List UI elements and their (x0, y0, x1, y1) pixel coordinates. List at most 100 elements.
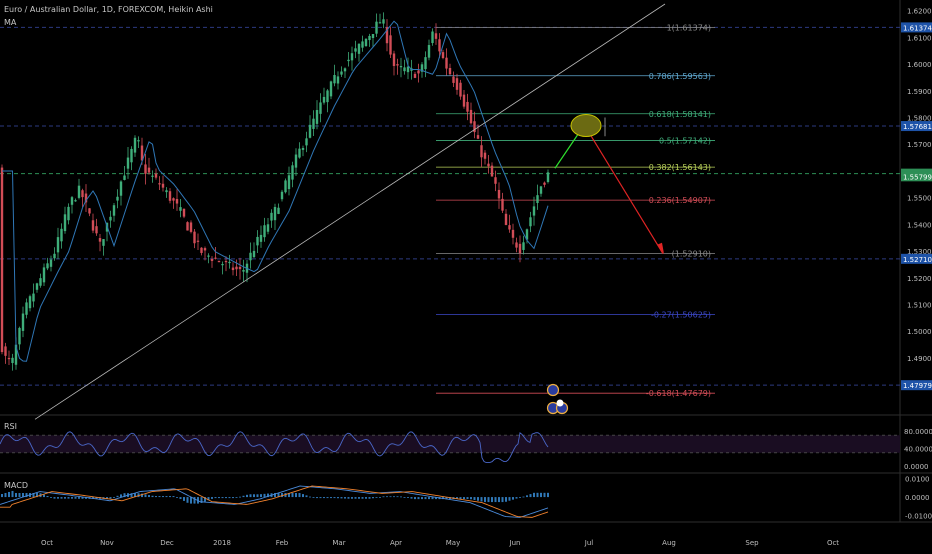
macd-histogram-bar (424, 497, 427, 500)
macd-histogram-bar (172, 496, 175, 498)
y-tick-label: 1.62000 (907, 8, 932, 16)
macd-tick-label: -0.0100 (905, 513, 932, 521)
candle-body (158, 183, 161, 185)
macd-histogram-bar (526, 495, 528, 498)
fib-level-label: 1(1.61374) (667, 23, 711, 32)
candle-body (77, 185, 81, 198)
macd-histogram-bar (179, 497, 182, 500)
macd-histogram-bar (274, 493, 276, 498)
candle-body (67, 206, 70, 221)
fib-level-label: 0.5(1.57142) (659, 136, 711, 145)
candle-body (462, 94, 466, 107)
candle-body (546, 172, 550, 182)
candle-body (116, 196, 119, 201)
x-tick-label: 2018 (213, 539, 231, 547)
macd-histogram-bar (459, 497, 462, 500)
macd-histogram-bar (393, 496, 395, 498)
candle-body (11, 357, 14, 364)
candle-body (504, 213, 508, 225)
candle-body (238, 266, 242, 270)
macd-histogram-bar (480, 497, 483, 502)
candle-body (396, 64, 399, 66)
candle-body (249, 252, 252, 261)
candle-body (466, 101, 469, 112)
macd-histogram-bar (533, 492, 535, 498)
candle-body (511, 229, 515, 238)
macd-histogram-bar (4, 492, 7, 498)
macd-histogram-bar (372, 497, 374, 499)
candle-body (277, 207, 280, 214)
candle-body (60, 228, 63, 242)
macd-histogram-bar (120, 494, 122, 498)
macd-label: MACD (4, 481, 28, 490)
price-badge-label: 1.52710 (903, 256, 932, 264)
candle-body (193, 231, 196, 244)
candle-body (256, 236, 259, 246)
macd-histogram-bar (351, 497, 353, 499)
macd-histogram-bar (512, 497, 514, 500)
macd-histogram-bar (15, 493, 17, 498)
candle-body (123, 175, 126, 180)
macd-histogram-bar (498, 497, 500, 503)
candle-body (88, 208, 91, 214)
candle-body (354, 48, 357, 52)
macd-line (0, 485, 549, 518)
candle-body (532, 206, 536, 216)
macd-histogram-bar (46, 496, 49, 498)
macd-histogram-bar (22, 493, 24, 498)
macd-histogram-bar (295, 493, 297, 498)
x-tick-label: Mar (332, 539, 345, 547)
candle-body (266, 224, 270, 232)
target-ellipse (570, 114, 602, 138)
candle-body (42, 267, 46, 283)
candle-body (70, 197, 74, 205)
candle-body (361, 41, 364, 48)
macd-histogram-bar (134, 493, 136, 498)
macd-histogram-bar (284, 493, 287, 498)
macd-histogram-bar (148, 495, 150, 498)
rsi-label: RSI (4, 422, 17, 431)
candle-body (487, 163, 490, 167)
macd-histogram-bar (249, 494, 252, 498)
candle-body (322, 96, 326, 103)
price-badge (901, 253, 932, 264)
macd-histogram-bar (71, 497, 73, 499)
macd-signal-line (0, 485, 549, 518)
x-tick-label: Oct (827, 539, 839, 547)
macd-histogram-bar (193, 497, 196, 504)
y-tick-label: 1.54000 (907, 221, 932, 229)
candle-body (312, 118, 315, 129)
x-tick-label: Sep (745, 539, 759, 547)
candle-body (270, 212, 273, 221)
macd-histogram-bar (106, 497, 108, 499)
price-badge (901, 171, 932, 182)
y-tick-label: 1.51000 (907, 301, 932, 309)
macd-histogram-bar (43, 494, 45, 498)
candle-body (221, 264, 224, 266)
candle-body (217, 260, 221, 263)
candle-body (242, 270, 245, 272)
candle-body (189, 222, 193, 232)
macd-histogram-bar (323, 497, 325, 499)
y-tick-label: 1.57000 (907, 141, 932, 149)
candle-body (445, 57, 448, 69)
rsi-tick-label: 40.0000 (904, 445, 932, 453)
macd-histogram-bar (305, 495, 308, 498)
price-badge (901, 380, 932, 391)
candle-body (196, 240, 200, 242)
macd-histogram-bar (207, 497, 210, 501)
candle-body (91, 220, 95, 231)
price-badge-label: 1.47979 (903, 382, 932, 390)
macd-histogram-bar (25, 493, 28, 498)
candle-body (434, 33, 438, 39)
macd-histogram-bar (508, 497, 511, 501)
price-badge (901, 22, 932, 33)
price-badge-label: 1.57681 (903, 123, 932, 131)
candle-body (25, 302, 28, 315)
macd-histogram-bar (491, 497, 493, 503)
candle-body (137, 140, 140, 142)
candle-body (529, 217, 532, 227)
macd-histogram-bar (64, 497, 66, 499)
